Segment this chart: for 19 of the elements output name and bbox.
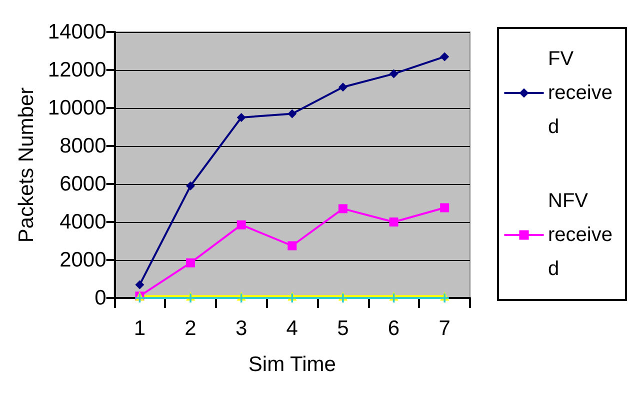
y-tick-label: 2000 xyxy=(60,248,106,272)
y-tick-label: 8000 xyxy=(60,134,106,158)
x-tick-label: 7 xyxy=(438,317,450,340)
y-tick-label: 14000 xyxy=(48,20,106,44)
x-tick-label: 3 xyxy=(235,317,248,340)
y-tick-label: 6000 xyxy=(60,172,106,196)
y-tick-label: 0 xyxy=(94,286,106,310)
y-tick-label: 12000 xyxy=(48,58,106,82)
x-axis-title: Sim Time xyxy=(248,353,336,376)
x-tick-label: 5 xyxy=(337,317,349,340)
y-axis-title: Packets Number xyxy=(15,87,38,243)
x-tick-label: 2 xyxy=(184,317,196,340)
y-tick-label: 10000 xyxy=(48,96,106,120)
x-tick-label: 4 xyxy=(286,317,298,340)
y-tick-label: 4000 xyxy=(60,210,106,234)
x-tick-label: 6 xyxy=(388,317,400,340)
legend-label: NFV received xyxy=(548,190,612,280)
x-tick-label: 1 xyxy=(134,317,146,340)
legend-label: FV received xyxy=(548,48,612,138)
